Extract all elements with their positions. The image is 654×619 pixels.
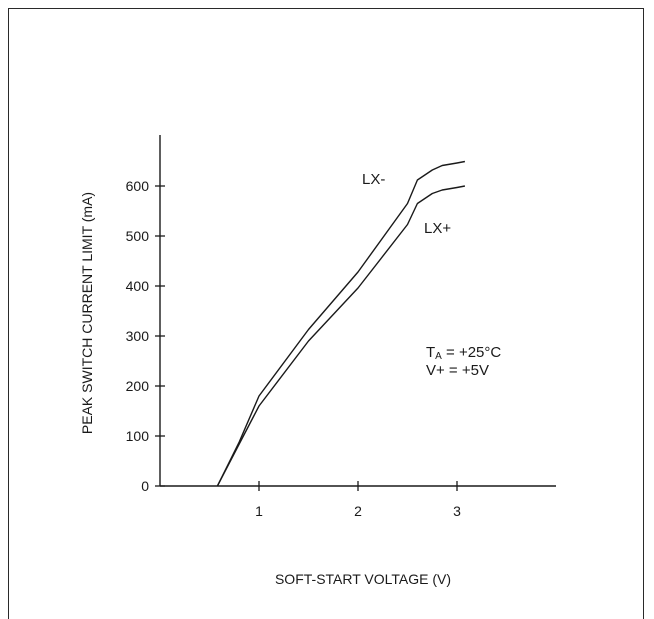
annotation-temperature: TA = +25°C	[426, 344, 501, 362]
series-lines	[216, 160, 466, 487]
series-line-lx-minus	[216, 160, 466, 487]
x-tick-label: 2	[354, 503, 362, 519]
y-tick-label: 0	[141, 478, 149, 494]
annotation-ta-subscript: A	[435, 351, 442, 362]
x-ticks: 1 2 3	[255, 481, 461, 519]
chart-axes	[159, 135, 556, 487]
x-axis-title: SOFT-START VOLTAGE (V)	[275, 571, 451, 587]
y-tick-label: 200	[126, 378, 150, 394]
series-line-lx-plus	[216, 185, 466, 487]
y-tick-label: 400	[126, 278, 150, 294]
y-axis-title: PEAK SWITCH CURRENT LIMIT (mA)	[79, 192, 95, 434]
x-tick-label: 3	[453, 503, 461, 519]
x-tick-label: 1	[255, 503, 263, 519]
annotation-supply-voltage: V+ = +5V	[426, 362, 489, 379]
annotation-ta-value: = +25°C	[442, 344, 502, 361]
y-ticks: 0 100 200 300 400 500 600	[126, 178, 165, 494]
y-tick-label: 600	[126, 178, 150, 194]
y-tick-label: 100	[126, 428, 150, 444]
series-label-lx-minus: LX-	[362, 171, 385, 188]
series-label-lx-plus: LX+	[424, 220, 451, 237]
figure-frame	[8, 8, 644, 619]
annotation-ta-symbol: T	[426, 344, 435, 361]
y-tick-label: 300	[126, 328, 150, 344]
y-tick-label: 500	[126, 228, 150, 244]
